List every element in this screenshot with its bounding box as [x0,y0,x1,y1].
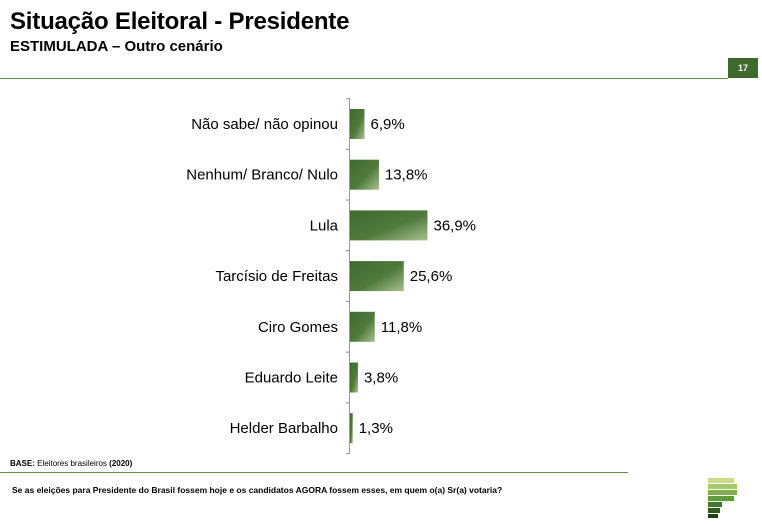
value-label: 1,3% [359,420,393,437]
value-label: 6,9% [370,116,404,133]
header-divider [0,78,728,79]
footer-divider [0,472,628,473]
brand-logo-icon [708,478,737,518]
base-label: BASE: [10,459,35,468]
bar [350,210,428,241]
base-text: Eleitores brasileiros [37,459,107,468]
bar [350,362,358,393]
bar [350,413,353,444]
survey-question: Se as eleições para Presidente do Brasil… [12,485,503,495]
bar [350,311,375,342]
value-label: 11,8% [381,319,422,336]
category-label: Nenhum/ Branco/ Nulo [186,167,338,184]
bar [350,261,404,292]
category-label: Helder Barbalho [230,420,338,437]
category-label: Lula [310,217,339,234]
category-label: Não sabe/ não opinou [191,116,338,133]
value-label: 3,8% [364,370,398,387]
bar [350,109,365,139]
page-subtitle: ESTIMULADA – Outro cenário [10,38,223,55]
page-title: Situação Eleitoral - Presidente [10,8,350,35]
value-label: 36,9% [433,217,476,234]
page-number-badge: 17 [728,58,758,78]
bar [350,159,379,190]
base-note: BASE: Eleitores brasileiros (2020) [10,459,132,468]
value-label: 25,6% [410,268,453,285]
category-label: Ciro Gomes [258,319,338,336]
value-label: 13,8% [385,167,428,184]
category-label: Tarcísio de Freitas [215,268,338,285]
base-year: (2020) [109,459,133,468]
category-label: Eduardo Leite [245,370,338,387]
